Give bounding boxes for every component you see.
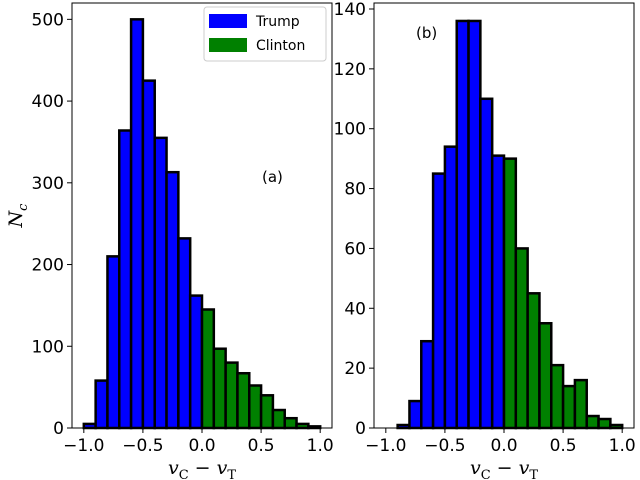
histogram-bar bbox=[550, 363, 565, 430]
x-tick-label: −1.0 bbox=[63, 436, 104, 456]
x-tick-label: 0.5 bbox=[550, 436, 577, 456]
histogram-bar bbox=[248, 384, 263, 430]
histogram-bar bbox=[490, 154, 506, 430]
legend-swatch bbox=[209, 38, 247, 52]
x-axis-label: vC − vT bbox=[470, 457, 538, 480]
x-tick-label: 0.0 bbox=[490, 436, 517, 456]
panel-label: (b) bbox=[416, 24, 437, 42]
x-axis-label: vC − vT bbox=[168, 457, 236, 480]
y-tick-label: 100 bbox=[334, 120, 366, 140]
histogram-bar bbox=[165, 170, 180, 430]
y-tick-label: 20 bbox=[344, 359, 366, 379]
y-tick-label: 100 bbox=[32, 337, 64, 357]
histogram-bar bbox=[283, 416, 298, 430]
histogram-bar bbox=[118, 129, 133, 430]
x-tick-label: −1.0 bbox=[365, 436, 406, 456]
histogram-bar bbox=[467, 19, 482, 430]
y-tick-label: 60 bbox=[344, 239, 366, 259]
x-tick-label: −0.5 bbox=[122, 436, 163, 456]
y-tick-label: 0 bbox=[53, 419, 64, 439]
histogram-bar bbox=[502, 157, 518, 430]
histogram-bar bbox=[82, 422, 97, 430]
histogram-bar bbox=[271, 408, 286, 430]
histogram-bar bbox=[153, 136, 168, 430]
histogram-bar bbox=[212, 347, 227, 430]
legend-label: Clinton bbox=[256, 38, 305, 54]
histogram-bar bbox=[455, 19, 470, 430]
y-tick-label: 400 bbox=[32, 92, 64, 112]
panel-label: (a) bbox=[262, 168, 283, 186]
histogram-bar bbox=[526, 292, 541, 430]
histogram-bar bbox=[177, 237, 192, 430]
histogram-bar bbox=[597, 417, 612, 430]
histogram-bar bbox=[443, 145, 458, 430]
histogram-bar bbox=[188, 294, 204, 430]
histogram-bar bbox=[479, 97, 494, 430]
histogram-bar bbox=[200, 308, 216, 430]
histogram-bar bbox=[236, 371, 251, 430]
histogram-bar bbox=[561, 384, 577, 430]
y-tick-label: 300 bbox=[32, 174, 64, 194]
histogram-bar bbox=[514, 247, 529, 430]
histogram-bar bbox=[141, 79, 156, 430]
histogram-bar bbox=[259, 394, 275, 430]
panel-b-chart: −1.0 −0.5 0.0 0.5 1.0 0 20 40 60 80 100 120 140 vC − … bbox=[334, 0, 636, 480]
y-tick-label: 0 bbox=[355, 419, 366, 439]
y-tick-label: 40 bbox=[344, 299, 366, 319]
y-tick-label: 80 bbox=[344, 180, 366, 200]
y-axis-label: Nc bbox=[5, 203, 31, 229]
histogram-bar bbox=[129, 18, 145, 430]
histogram-bar bbox=[431, 172, 447, 430]
histogram-bar bbox=[573, 378, 588, 430]
histogram-bar bbox=[295, 422, 310, 430]
y-tick-label: 200 bbox=[32, 256, 64, 276]
histogram-bar bbox=[420, 339, 435, 430]
histogram-bar bbox=[538, 321, 553, 430]
histogram-bar bbox=[224, 361, 239, 430]
x-tick-label: 1.0 bbox=[307, 436, 334, 456]
histogram-bar bbox=[94, 379, 109, 430]
x-tick-label: 1.0 bbox=[609, 436, 636, 456]
x-tick-label: 0.0 bbox=[188, 436, 215, 456]
y-tick-label: 500 bbox=[32, 10, 64, 30]
legend-swatch bbox=[209, 14, 247, 28]
histogram-bar bbox=[408, 399, 423, 430]
y-tick-label: 140 bbox=[334, 0, 366, 20]
histogram-bar bbox=[106, 255, 121, 430]
legend-label: Trump bbox=[255, 14, 300, 30]
histogram-bar bbox=[585, 414, 600, 430]
y-tick-label: 120 bbox=[334, 60, 366, 80]
x-tick-label: −0.5 bbox=[424, 436, 465, 456]
x-tick-label: 0.5 bbox=[248, 436, 275, 456]
panel-a-chart: −1.0 −0.5 0.0 0.5 1.0 0 100 200 300 400 500 vC − vT… bbox=[5, 2, 334, 480]
